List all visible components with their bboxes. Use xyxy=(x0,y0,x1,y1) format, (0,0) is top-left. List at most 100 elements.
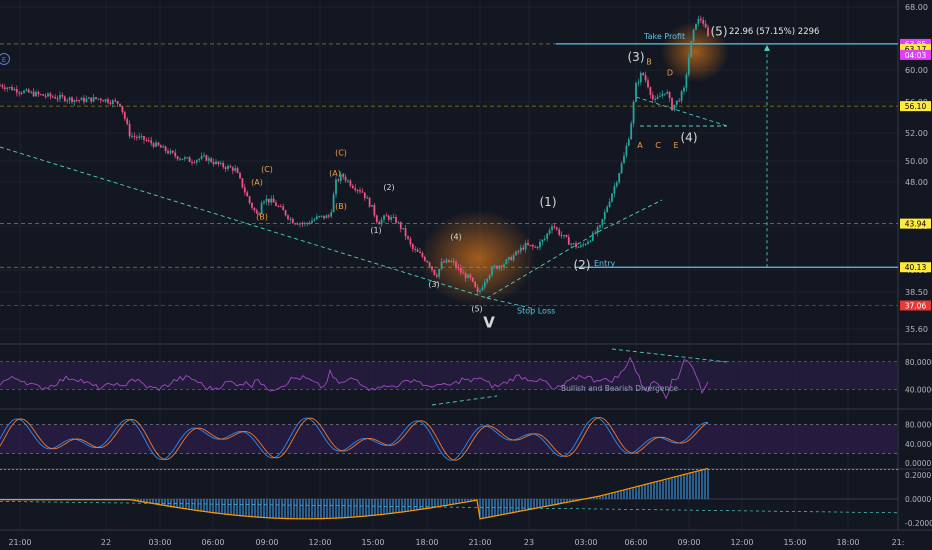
hist-signal xyxy=(0,467,709,520)
price-tick-label: 52.00 xyxy=(905,129,928,138)
candle-body xyxy=(255,210,258,214)
candle-body xyxy=(315,216,318,220)
candle-body xyxy=(524,242,527,250)
candle-body xyxy=(145,139,148,141)
triangle-upper xyxy=(635,96,728,127)
candle-body xyxy=(301,223,304,225)
time-tick-label: 15:00 xyxy=(361,538,384,547)
time-tick-label: 12:00 xyxy=(308,538,331,547)
rsi-line xyxy=(0,356,709,400)
candle-body xyxy=(59,94,61,99)
candle-body xyxy=(212,162,215,165)
candle-body xyxy=(234,168,237,171)
candle-body xyxy=(493,265,496,268)
candle-body xyxy=(135,136,138,138)
candle-body xyxy=(445,259,448,263)
rsi-tick: 40.0000 xyxy=(905,385,932,394)
candle-body xyxy=(337,179,340,181)
candle-body xyxy=(455,261,457,268)
hist-tick: 0.2000 xyxy=(905,471,931,480)
candle-body xyxy=(577,246,580,248)
candle-body xyxy=(87,97,90,99)
candle-body xyxy=(347,180,349,182)
candle-body xyxy=(291,218,294,224)
candle-body xyxy=(193,162,196,164)
candle-body xyxy=(507,256,510,260)
candle-body xyxy=(440,261,443,269)
candle-body xyxy=(663,93,666,95)
time-tick-label: 18:00 xyxy=(836,538,859,547)
candle-body xyxy=(383,215,385,220)
candle-body xyxy=(210,158,213,163)
wave-label-corrective: (A) xyxy=(251,178,263,187)
time-tick-label: 06:00 xyxy=(201,538,224,547)
histogram-pane: 0.2000 0.0000 -0.2000 xyxy=(0,467,932,528)
candle-body xyxy=(339,174,342,181)
uptrend-line xyxy=(486,231,599,299)
candle-body xyxy=(279,206,282,208)
candle-body xyxy=(368,197,371,207)
candle-body xyxy=(351,185,354,188)
candle-body xyxy=(239,172,241,179)
candle-body xyxy=(481,287,484,291)
candle-body xyxy=(536,247,539,249)
stoch-k-line xyxy=(0,417,709,461)
candle-body xyxy=(644,75,647,81)
candle-body xyxy=(630,123,633,140)
time-tick-label: 06:00 xyxy=(624,538,647,547)
candle-body xyxy=(488,275,491,279)
candle-body xyxy=(155,142,157,147)
candle-body xyxy=(613,186,616,194)
legend-badge-text: E xyxy=(2,56,6,64)
candle-body xyxy=(625,145,628,156)
candle-body xyxy=(171,150,174,153)
stoch-d-line xyxy=(0,417,709,461)
candle-body xyxy=(267,198,270,203)
candle-body xyxy=(707,27,709,37)
candle-body xyxy=(512,255,515,261)
candle-body xyxy=(35,92,37,97)
candle-body xyxy=(421,252,424,257)
candle-body xyxy=(265,198,268,202)
candle-body xyxy=(563,235,565,237)
candle-body xyxy=(363,192,366,198)
candle-body xyxy=(407,236,409,239)
candle-body xyxy=(476,287,479,292)
candle-body xyxy=(601,219,604,225)
candle-body xyxy=(666,92,669,94)
wave-label-corrective: A xyxy=(637,141,643,150)
candle-body xyxy=(3,87,6,89)
price-tick-label: 68.00 xyxy=(905,3,928,12)
candle-body xyxy=(534,246,537,248)
candle-body xyxy=(587,241,589,245)
candle-body xyxy=(109,102,112,104)
candle-body xyxy=(546,233,549,239)
candle-body xyxy=(18,92,21,94)
time-tick-label: 21:00 xyxy=(8,538,31,547)
time-tick-label: 03:00 xyxy=(574,538,597,547)
measure-arrow xyxy=(764,44,770,51)
candle-body xyxy=(284,210,287,216)
candle-body xyxy=(690,41,693,58)
candle-body xyxy=(140,135,143,137)
candle-body xyxy=(270,198,273,203)
candle-body xyxy=(159,145,162,148)
candle-body xyxy=(699,18,702,21)
candle-body xyxy=(505,259,508,265)
wave-label-corrective: B xyxy=(646,57,652,66)
candle-body xyxy=(426,260,429,263)
candle-body xyxy=(555,227,558,230)
stochastic-pane: 80.0000 40.0000 0.0000 xyxy=(0,417,932,468)
candle-body xyxy=(263,201,265,204)
candle-body xyxy=(582,244,585,246)
rsi-pane: 80.0000 40.0000 Bullish and Bearish Diverg… xyxy=(0,356,932,400)
candle-body xyxy=(236,168,239,173)
candle-body xyxy=(277,206,280,208)
candle-body xyxy=(66,100,69,102)
candle-body xyxy=(443,261,445,263)
candle-body xyxy=(486,278,489,282)
candle-body xyxy=(692,29,695,42)
price-badge: 40.13 xyxy=(905,263,927,272)
candle-body xyxy=(637,82,640,84)
